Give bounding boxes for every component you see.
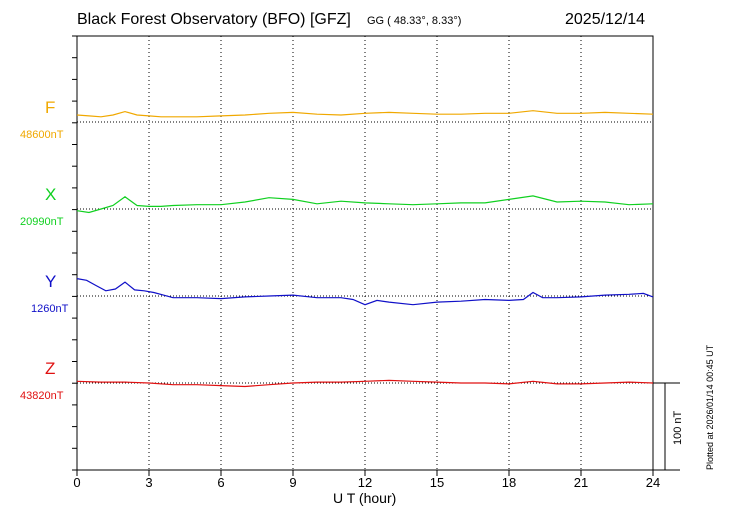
component-baseline-y: 1260nT [31,303,69,315]
x-tick-label: 12 [358,475,372,490]
component-letter-z: Z [45,359,56,378]
x-tick-label: 3 [145,475,152,490]
x-tick-label: 0 [73,475,80,490]
chart-title: Black Forest Observatory (BFO) [GFZ] [77,11,351,28]
x-tick-label: 6 [217,475,224,490]
x-tick-label: 21 [574,475,588,490]
chart-date: 2025/12/14 [565,11,646,28]
x-tick-label: 18 [502,475,516,490]
x-tick-label: 9 [289,475,296,490]
station-coordinates: GG ( 48.33°, 8.33°) [367,15,462,27]
series-line-f [76,110,654,118]
x-tick-label: 24 [646,475,660,490]
component-baseline-x: 20990nT [20,216,64,228]
component-letter-x: X [45,185,57,204]
x-tick-label: 15 [430,475,444,490]
component-letter-f: F [45,98,56,117]
component-baseline-z: 43820nT [20,390,64,402]
x-axis-label-text: U T (hour) [333,490,397,506]
series-line-y [76,278,654,306]
series-line-z [76,379,654,388]
component-baseline-f: 48600nT [20,129,64,141]
series-line-x [76,195,654,214]
component-letter-y: Y [45,272,57,291]
